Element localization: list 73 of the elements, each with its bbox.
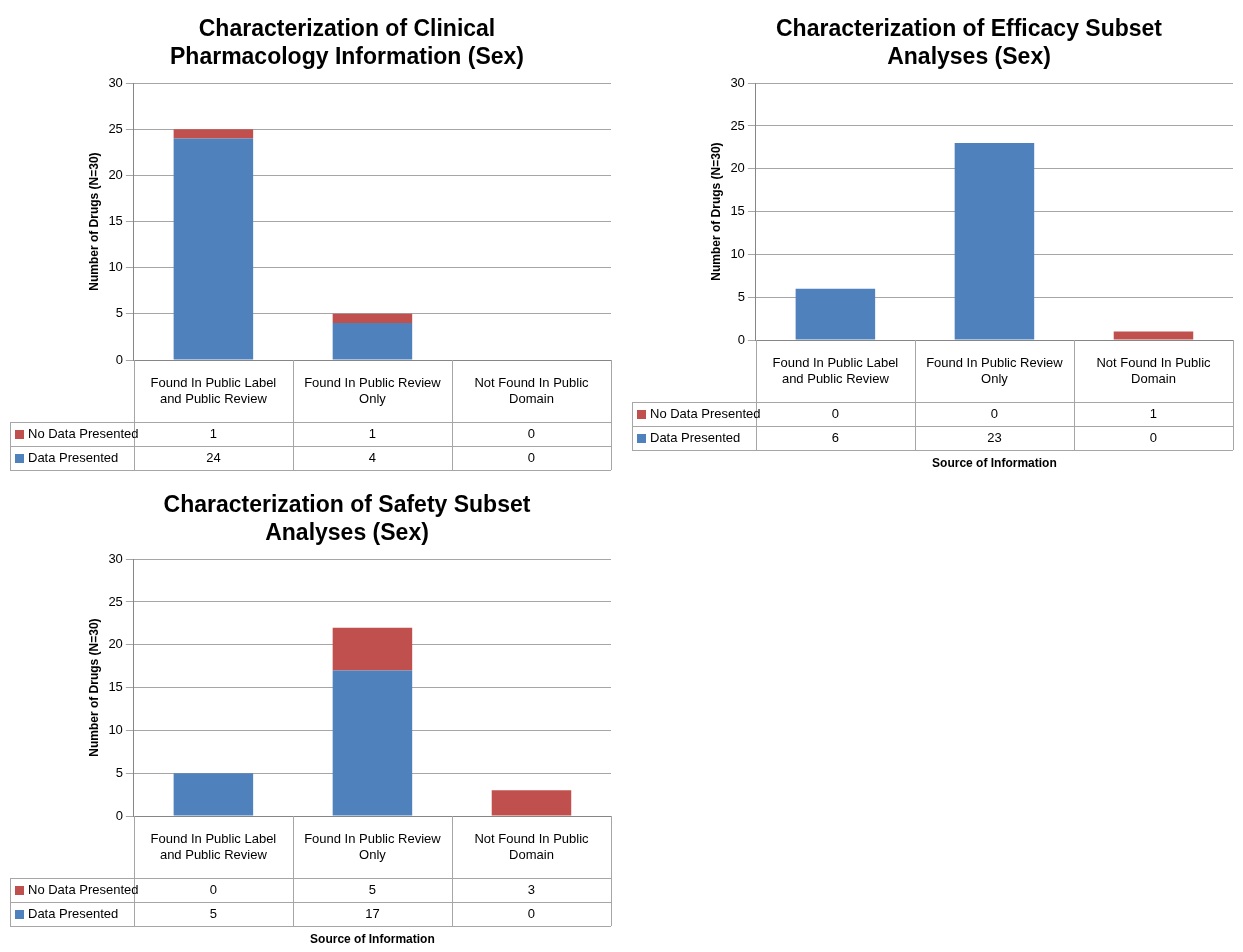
y-tick-label: 20: [730, 160, 745, 176]
data-label: 23: [987, 429, 1002, 445]
x-tick-label: Found In Public Label and Public Review: [772, 354, 899, 386]
legend-label: No Data Presented: [28, 881, 139, 897]
bar: [173, 773, 254, 816]
bar: [332, 627, 413, 671]
y-axis-title: Number of Drugs (N=30): [86, 152, 101, 291]
data-label: 1: [1149, 405, 1158, 421]
data-label: 5: [368, 881, 377, 897]
y-tick-label: 15: [108, 679, 123, 695]
data-label: 4: [368, 449, 377, 465]
y-tick-label: 25: [108, 593, 123, 609]
y-tick-label: 5: [115, 764, 123, 780]
y-tick-label: 25: [108, 120, 123, 136]
x-axis-title: Source of Information: [932, 456, 1057, 471]
data-label: 0: [209, 881, 217, 897]
y-tick-label: 20: [108, 636, 123, 652]
data-label: 0: [527, 905, 536, 921]
y-tick-label: 30: [108, 550, 123, 566]
bar: [491, 790, 572, 816]
x-tick-label: Found In Public Review Only: [926, 354, 1064, 386]
data-label: 24: [206, 449, 221, 465]
x-tick-label: Found In Public Review Only: [304, 374, 442, 406]
y-tick-label: 15: [730, 203, 745, 219]
y-axis-title: Number of Drugs (N=30): [708, 142, 723, 281]
data-label: 1: [209, 425, 217, 441]
data-label: 0: [990, 405, 999, 421]
legend-label: Data Presented: [650, 429, 741, 445]
bar: [954, 143, 1035, 340]
x-tick-label: Found In Public Label and Public Review: [150, 830, 277, 862]
data-label: 1: [368, 425, 377, 441]
x-tick-label: Not Found In Public Domain: [474, 374, 590, 406]
x-axis-title: Source of Information: [310, 932, 435, 947]
x-tick-label: Found In Public Label and Public Review: [150, 374, 277, 406]
data-label: 0: [1149, 429, 1158, 445]
x-tick-label: Found In Public Review Only: [304, 830, 442, 862]
chart-title: Characterization of Efficacy Subset Analyses (Sex): [776, 15, 1163, 69]
y-tick-label: 10: [108, 259, 123, 275]
chart-title: Characterization of Safety Subset Analyses (Sex): [163, 491, 531, 545]
data-label: 0: [527, 449, 536, 465]
y-tick-label: 10: [108, 721, 123, 737]
y-tick-label: 0: [115, 807, 123, 823]
y-tick-label: 0: [115, 351, 123, 367]
legend-label: Data Presented: [28, 905, 119, 921]
data-label: 3: [527, 881, 536, 897]
data-label: 0: [831, 405, 839, 421]
bar: [173, 138, 254, 360]
bar: [332, 313, 413, 324]
bar: [332, 670, 413, 816]
x-tick-label: Not Found In Public Domain: [474, 830, 590, 862]
chart-title: Characterization of Clinical Pharmacology Information (Sex): [169, 15, 525, 69]
bar: [173, 129, 254, 139]
x-tick-label: Not Found In Public Domain: [1096, 354, 1212, 386]
legend-label: No Data Presented: [650, 405, 761, 421]
bar: [795, 288, 876, 340]
y-tick-label: 15: [108, 213, 123, 229]
data-label: 6: [831, 429, 839, 445]
bar: [1113, 331, 1194, 340]
legend-label: Data Presented: [28, 449, 119, 465]
y-tick-label: 30: [730, 74, 745, 90]
y-tick-label: 0: [737, 331, 745, 347]
bar: [332, 323, 413, 360]
y-tick-label: 10: [730, 245, 745, 261]
data-label: 17: [365, 905, 380, 921]
y-tick-label: 5: [737, 288, 745, 304]
y-tick-label: 5: [115, 305, 123, 321]
y-tick-label: 20: [108, 167, 123, 183]
y-tick-label: 25: [730, 117, 745, 133]
data-label: 5: [209, 905, 217, 921]
y-tick-label: 30: [108, 74, 123, 90]
y-axis-title: Number of Drugs (N=30): [86, 618, 101, 757]
data-label: 0: [527, 425, 536, 441]
legend-label: No Data Presented: [28, 425, 139, 441]
